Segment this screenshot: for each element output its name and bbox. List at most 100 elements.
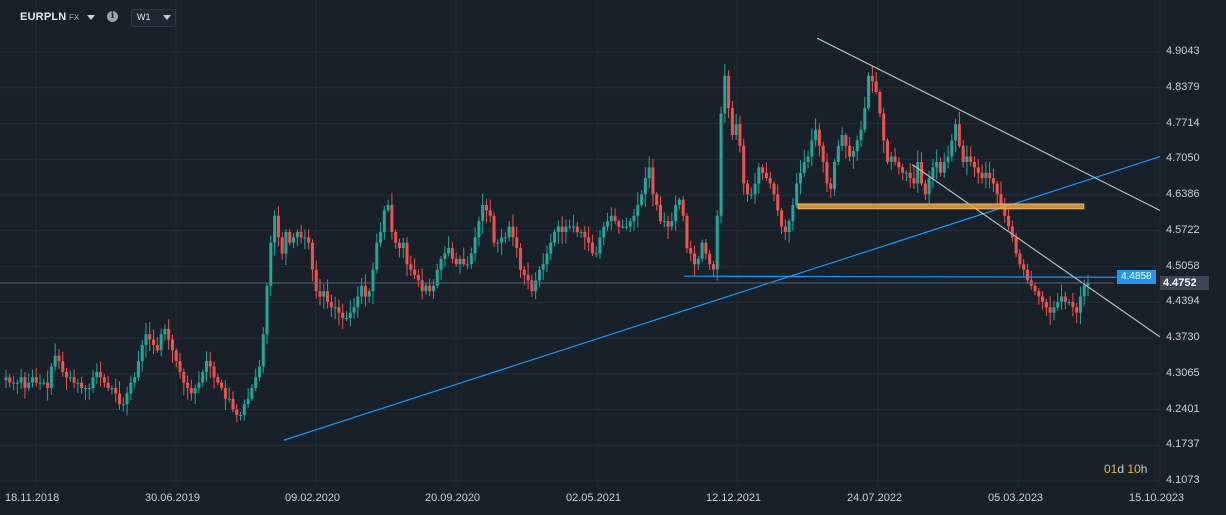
candle-body — [749, 194, 753, 196]
candle-body — [560, 226, 564, 232]
drawing-objects[interactable] — [0, 37, 1161, 441]
candle-body — [647, 167, 651, 179]
candle-body — [689, 248, 693, 254]
candle-body — [848, 145, 852, 157]
candle-body — [420, 280, 424, 292]
candle-body — [961, 145, 965, 162]
candle-body — [519, 248, 523, 270]
symbol-name[interactable]: EURPLN — [20, 11, 67, 23]
candle-body — [125, 393, 129, 405]
candle-body — [307, 237, 311, 243]
candle-body — [136, 361, 140, 378]
candle-body — [946, 156, 950, 162]
horizontal-line[interactable] — [683, 275, 1122, 278]
candle-body — [704, 242, 708, 254]
candle-body — [462, 258, 466, 265]
candle-body — [299, 231, 303, 238]
candle-body — [273, 215, 277, 243]
x-tick-label: 15.10.2023 — [1129, 492, 1185, 504]
y-tick-label: 4.1073 — [1166, 474, 1200, 486]
candle-body — [390, 205, 394, 232]
candle-body — [583, 231, 587, 238]
info-icon[interactable]: i — [107, 11, 118, 22]
candle-body — [927, 178, 931, 195]
candle-body — [995, 183, 999, 195]
candle-body — [746, 183, 750, 195]
candle-body — [602, 226, 606, 238]
candle-body — [344, 318, 348, 320]
y-tick-label: 4.2401 — [1166, 402, 1200, 415]
candle-body — [186, 382, 190, 389]
chart-toolbar: EURPLN FX i W1 — [0, 0, 400, 30]
candle-body — [976, 167, 980, 173]
candle-body — [42, 382, 46, 384]
candle-body — [889, 156, 893, 162]
candle-body — [488, 210, 492, 216]
y-tick-label: 4.3730 — [1166, 330, 1200, 343]
candle-body — [965, 156, 969, 162]
timeframe-dropdown-icon[interactable] — [163, 15, 171, 20]
candle-body — [189, 388, 193, 394]
candle-body — [1056, 301, 1060, 308]
candle-body — [761, 167, 765, 173]
candle-body — [8, 377, 12, 383]
candle-body — [435, 269, 439, 286]
candle-body — [780, 210, 784, 227]
channel-upper-line[interactable] — [816, 37, 1161, 211]
candle-body — [257, 366, 261, 378]
candle-body — [174, 350, 178, 362]
x-tick-label: 05.03.2023 — [988, 492, 1044, 504]
candle-body — [802, 161, 806, 173]
candle-body — [1025, 269, 1029, 281]
candle-body — [534, 280, 538, 292]
candle-body — [110, 388, 114, 390]
candle-body — [416, 275, 420, 281]
candle-body — [466, 264, 470, 266]
candle-body — [829, 183, 833, 189]
candle-body — [1022, 264, 1026, 270]
price-line-tag: 4.4858 — [1117, 270, 1156, 285]
symbol-dropdown-icon[interactable] — [87, 15, 95, 20]
candle-body — [288, 231, 292, 243]
candle-body — [863, 108, 867, 130]
candle-body — [155, 344, 159, 351]
candle-body — [677, 199, 681, 206]
candle-body — [397, 242, 401, 249]
candle-body — [893, 156, 897, 162]
candle-body — [530, 280, 534, 292]
candle-body — [912, 178, 916, 184]
candle-body — [106, 382, 110, 389]
candle-body — [1067, 301, 1071, 303]
candle-body — [379, 231, 383, 243]
candle-body — [1060, 296, 1064, 302]
candle-body — [367, 291, 371, 297]
candle-body — [957, 124, 961, 146]
channel-lower-line[interactable] — [911, 164, 1161, 338]
candle-body — [901, 167, 905, 173]
candle-body — [938, 161, 942, 173]
candle-body — [693, 253, 697, 265]
candle-body — [537, 269, 541, 281]
candle-body — [954, 124, 958, 141]
candle-body — [734, 124, 738, 136]
candle-body — [556, 226, 560, 232]
candle-body — [46, 382, 50, 389]
candle-body — [787, 221, 791, 232]
y-tick-label: 4.5058 — [1166, 259, 1200, 272]
candle-body — [292, 237, 296, 243]
candle-body — [27, 382, 31, 389]
candle-body — [227, 398, 231, 400]
candle-body — [178, 361, 182, 372]
timeframe-select[interactable]: W1 — [131, 9, 176, 27]
candle-body — [980, 172, 984, 179]
candle-body — [261, 334, 265, 367]
support-zone[interactable] — [797, 203, 1085, 210]
candle-body — [670, 221, 674, 227]
candle-body — [443, 253, 447, 259]
candle-body — [432, 285, 436, 292]
candle-body — [144, 334, 148, 345]
candle-body — [129, 382, 133, 394]
candle-body — [223, 388, 227, 399]
candle-body — [874, 81, 878, 92]
